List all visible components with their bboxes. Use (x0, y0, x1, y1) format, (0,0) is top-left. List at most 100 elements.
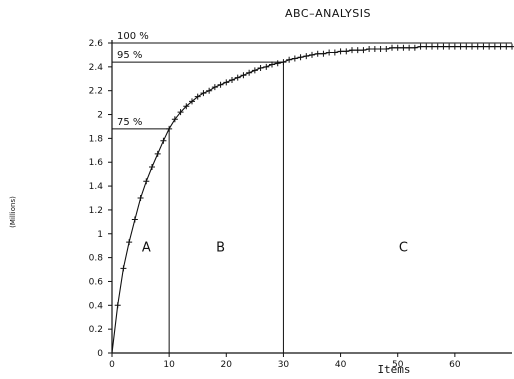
data-point-marker (394, 44, 401, 51)
data-point-marker (480, 43, 487, 50)
y-tick-label: 0.6 (89, 277, 104, 287)
data-point-marker (166, 125, 173, 132)
data-point-marker (366, 45, 373, 52)
data-point-marker (131, 216, 138, 223)
data-point-marker (269, 61, 275, 68)
threshold-label: 100 % (117, 31, 149, 42)
data-point-marker (229, 76, 235, 83)
data-point-marker (331, 49, 338, 56)
data-point-marker (337, 48, 344, 55)
data-point-marker (126, 239, 133, 246)
data-point-marker (223, 79, 230, 86)
data-point-marker (246, 69, 253, 76)
data-point-marker (389, 44, 395, 51)
data-point-marker (503, 43, 510, 50)
data-point-marker (451, 43, 458, 50)
data-point-marker (486, 43, 493, 50)
y-tick-label: 1.4 (89, 182, 104, 192)
y-tick-label: 2 (97, 111, 103, 121)
y-tick-label: 0.4 (89, 301, 104, 311)
data-point-marker (149, 164, 155, 170)
region-labels: A B C (142, 241, 408, 256)
data-point-marker (120, 265, 127, 272)
data-point-marker (297, 54, 304, 61)
data-point-marker (274, 60, 281, 67)
data-point-marker (206, 87, 213, 94)
data-point-marker (217, 81, 224, 88)
data-point-marker (463, 43, 470, 50)
data-point-marker (400, 44, 407, 51)
data-point-marker (309, 51, 315, 58)
y-tick-label: 1.2 (89, 206, 103, 216)
data-point-marker (200, 90, 207, 97)
data-point-marker (417, 43, 424, 50)
data-point-marker (286, 56, 293, 63)
data-point-marker (491, 43, 498, 50)
data-point-marker (257, 65, 264, 72)
data-point-marker (360, 47, 367, 54)
data-point-marker (137, 195, 144, 201)
data-point-marker (154, 150, 161, 157)
data-point-marker (371, 45, 378, 52)
data-point-marker (143, 178, 150, 185)
region-label: A (142, 241, 151, 256)
y-tick-label: 2.6 (89, 39, 104, 49)
data-point-marker (406, 44, 413, 51)
y-tick-label: 1.6 (89, 158, 104, 168)
data-point-marker (326, 49, 333, 56)
region-label: B (216, 241, 225, 256)
data-point-marker (497, 43, 504, 50)
data-point-marker (171, 116, 178, 123)
data-point-marker (194, 93, 201, 100)
y-tick-label: 1 (97, 230, 103, 240)
data-point-marker (446, 43, 453, 50)
x-tick-label: 0 (109, 360, 115, 370)
data-point-marker (177, 109, 184, 116)
y-tick-label: 0 (97, 349, 103, 359)
x-tick-label: 60 (449, 360, 461, 370)
data-point-marker (160, 137, 167, 144)
data-point-marker (343, 48, 350, 55)
data-point-marker (411, 44, 418, 51)
data-point-marker (114, 302, 121, 309)
threshold-label: 95 % (117, 50, 142, 61)
series-line (111, 46, 512, 354)
data-point-marker (320, 50, 327, 57)
data-point-marker (434, 43, 441, 50)
x-tick-label: 50 (392, 360, 404, 370)
cumulative-curve (111, 43, 514, 354)
data-point-marker (509, 43, 514, 50)
data-point-marker (457, 43, 464, 50)
y-tick-label: 1.8 (89, 134, 104, 144)
data-point-marker (429, 43, 435, 50)
y-ticks: 0 0.2 0.4 0.6 0.8 1 1.2 1.4 1.6 1.8 2 2.2 2.4 2.6 (89, 39, 112, 359)
region-label: C (399, 241, 408, 256)
x-tick-label: 10 (163, 360, 175, 370)
data-point-marker (189, 98, 195, 105)
data-point-marker (383, 45, 390, 52)
data-point-marker (423, 43, 430, 50)
y-tick-label: 0.2 (89, 325, 103, 335)
data-point-marker (440, 43, 447, 50)
data-point-marker (291, 55, 298, 62)
y-tick-label: 0.8 (89, 254, 104, 264)
data-point-marker (251, 67, 258, 74)
data-point-marker (354, 47, 361, 54)
x-tick-label: 30 (278, 360, 290, 370)
x-ticks: 0 10 20 30 40 50 60 (109, 353, 461, 370)
y-axis-label: (Millions) (9, 196, 17, 228)
data-point-marker (377, 45, 384, 52)
data-point-marker (240, 72, 247, 79)
data-point-marker (349, 47, 355, 54)
data-point-marker (314, 50, 321, 57)
data-point-marker (183, 103, 190, 110)
data-point-marker (303, 53, 310, 60)
x-tick-label: 40 (335, 360, 347, 370)
y-tick-label: 2.4 (89, 63, 104, 73)
data-point-marker (211, 84, 218, 91)
threshold-lines: 100 % 95 % 75 % (112, 31, 512, 353)
y-tick-label: 2.2 (89, 87, 103, 97)
data-point-marker (280, 59, 287, 66)
threshold-label: 75 % (117, 117, 142, 128)
